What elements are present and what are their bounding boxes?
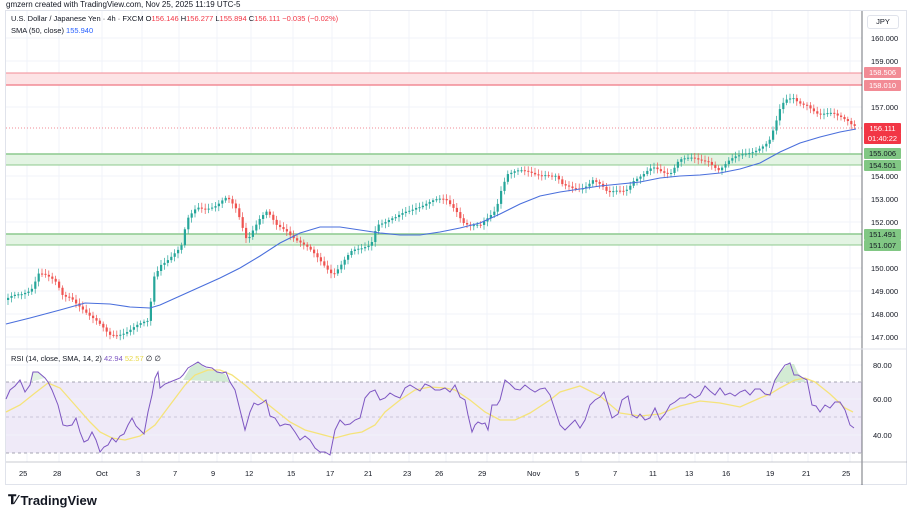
- time-tick: 15: [287, 469, 296, 478]
- tradingview-logo-icon: 𝐓∕: [8, 492, 17, 507]
- rsi-overbought-fill: [183, 362, 230, 382]
- chart-credit: gmzern created with TradingView.com, Nov…: [6, 0, 241, 9]
- time-tick: 25: [19, 469, 28, 478]
- sma-line: [5, 128, 857, 325]
- time-tick: 16: [722, 469, 731, 478]
- chart-frame: [5, 10, 907, 485]
- price-tick: 150.000: [871, 264, 899, 273]
- open-value: 156.146: [151, 14, 179, 23]
- price-tick: 159.000: [871, 57, 899, 66]
- sma-value: 155.940: [66, 26, 94, 35]
- time-tick: 9: [211, 469, 216, 478]
- countdown-tag: 01:40:22: [864, 133, 901, 144]
- time-tick: 19: [766, 469, 775, 478]
- time-tick: 11: [649, 469, 657, 478]
- main-legend: U.S. Dollar / Japanese Yen · 4h · FXCM O…: [11, 14, 339, 23]
- time-tick: 12: [245, 469, 254, 478]
- time-tick: 5: [575, 469, 580, 478]
- time-tick: 25: [842, 469, 851, 478]
- price-tick: 153.000: [871, 195, 899, 204]
- resistance-bottom-tag: 158.010: [864, 80, 901, 91]
- high-value: 156.277: [186, 14, 214, 23]
- rsi-band-fill: [6, 382, 862, 453]
- change-value: −0.035 (−0.02%): [282, 14, 339, 23]
- support-zone-1: [6, 153, 862, 166]
- resistance-top-tag: 158.506: [864, 67, 901, 78]
- rsi-tick: 80.00: [873, 361, 892, 370]
- rsi-sma-line: [5, 369, 854, 441]
- price-tick: 149.000: [871, 287, 899, 296]
- price-tick: 147.000: [871, 333, 899, 342]
- support1-top-tag: 155.006: [864, 148, 901, 159]
- time-tick: 7: [173, 469, 178, 478]
- low-value: 155.894: [219, 14, 247, 23]
- time-tick: 17: [326, 469, 335, 478]
- price-tick: 160.000: [871, 34, 899, 43]
- support2-bottom-tag: 151.007: [864, 240, 901, 251]
- time-tick: 21: [802, 469, 811, 478]
- time-tick: 28: [53, 469, 62, 478]
- price-tick: 157.000: [871, 103, 899, 112]
- close-value: 156.111: [254, 14, 281, 23]
- tradingview-logo: 𝐓∕ TradingView: [8, 492, 97, 508]
- support2-top-tag: 151.491: [864, 229, 901, 240]
- sma-legend[interactable]: SMA (50, close) 155.940: [11, 26, 94, 35]
- time-tick: 13: [685, 469, 694, 478]
- rsi-line: [5, 361, 855, 456]
- currency-button[interactable]: JPY: [867, 15, 899, 29]
- rsi-value: 42.94: [103, 354, 123, 363]
- price-tick: 152.000: [871, 218, 899, 227]
- rsi-legend[interactable]: RSI (14, close, SMA, 14, 2) 42.94 52.57 …: [11, 354, 161, 363]
- resistance-zone: [6, 72, 862, 86]
- support1-bottom-tag: 154.501: [864, 160, 901, 171]
- rsi-tick: 40.00: [873, 431, 892, 440]
- time-tick: 29: [478, 469, 487, 478]
- time-tick: 21: [364, 469, 373, 478]
- price-tick: 148.000: [871, 310, 899, 319]
- symbol-title[interactable]: U.S. Dollar / Japanese Yen · 4h · FXCM: [11, 14, 144, 23]
- rsi-tick: 60.00: [873, 395, 892, 404]
- price-tick: 154.000: [871, 172, 899, 181]
- time-tick: 3: [136, 469, 141, 478]
- current-price-tag: 156.111: [864, 123, 901, 134]
- time-tick: 26: [435, 469, 444, 478]
- support-zone-2: [6, 233, 862, 246]
- time-tick: Nov: [527, 469, 541, 478]
- time-tick: Oct: [96, 469, 108, 478]
- rsi-sma-value: 52.57: [124, 354, 144, 363]
- time-tick: 23: [403, 469, 412, 478]
- time-tick: 7: [613, 469, 618, 478]
- candlesticks: [7, 93, 856, 341]
